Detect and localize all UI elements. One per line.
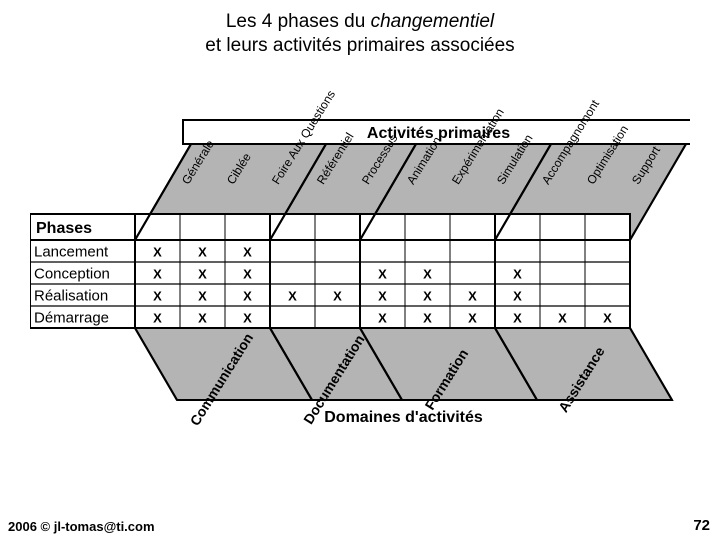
mark-x: X — [603, 311, 612, 326]
mark-x: X — [513, 267, 522, 282]
mark-x: X — [243, 289, 252, 304]
mark-x: X — [153, 311, 162, 326]
mark-x: X — [153, 267, 162, 282]
domains-footer-label: Domaines d'activités — [324, 409, 483, 426]
phase-row-label: Réalisation — [34, 288, 108, 305]
mark-x: X — [333, 289, 342, 304]
title-line2: et leurs activités primaires associées — [205, 35, 514, 56]
page-number: 72 — [693, 517, 710, 534]
mark-x: X — [513, 289, 522, 304]
mark-x: X — [288, 289, 297, 304]
mark-x: X — [378, 267, 387, 282]
mark-x: X — [198, 245, 207, 260]
mark-x: X — [198, 267, 207, 282]
mark-x: X — [243, 311, 252, 326]
phase-row-label: Conception — [34, 266, 110, 283]
phase-row-label: Lancement — [34, 244, 109, 261]
mark-x: X — [243, 267, 252, 282]
phases-header-label: Phases — [36, 220, 92, 237]
mark-x: X — [558, 311, 567, 326]
mark-x: X — [468, 311, 477, 326]
mark-x: X — [468, 289, 477, 304]
page-title: Les 4 phases du changementiel et leurs a… — [0, 10, 720, 58]
mark-x: X — [198, 289, 207, 304]
mark-x: X — [423, 289, 432, 304]
phase-row-label: Démarrage — [34, 310, 109, 327]
mark-x: X — [153, 289, 162, 304]
mark-x: X — [198, 311, 207, 326]
diagram: Activités primairesGénéraleCibléeFoire A… — [30, 90, 690, 490]
mark-x: X — [153, 245, 162, 260]
title-line1b: changementiel — [371, 11, 495, 32]
footer-copyright: 2006 © jl-tomas@ti.com — [8, 519, 155, 534]
mark-x: X — [423, 311, 432, 326]
mark-x: X — [423, 267, 432, 282]
title-line1a: Les 4 phases du — [226, 11, 371, 32]
mark-x: X — [243, 245, 252, 260]
mark-x: X — [513, 311, 522, 326]
mark-x: X — [378, 289, 387, 304]
mark-x: X — [378, 311, 387, 326]
